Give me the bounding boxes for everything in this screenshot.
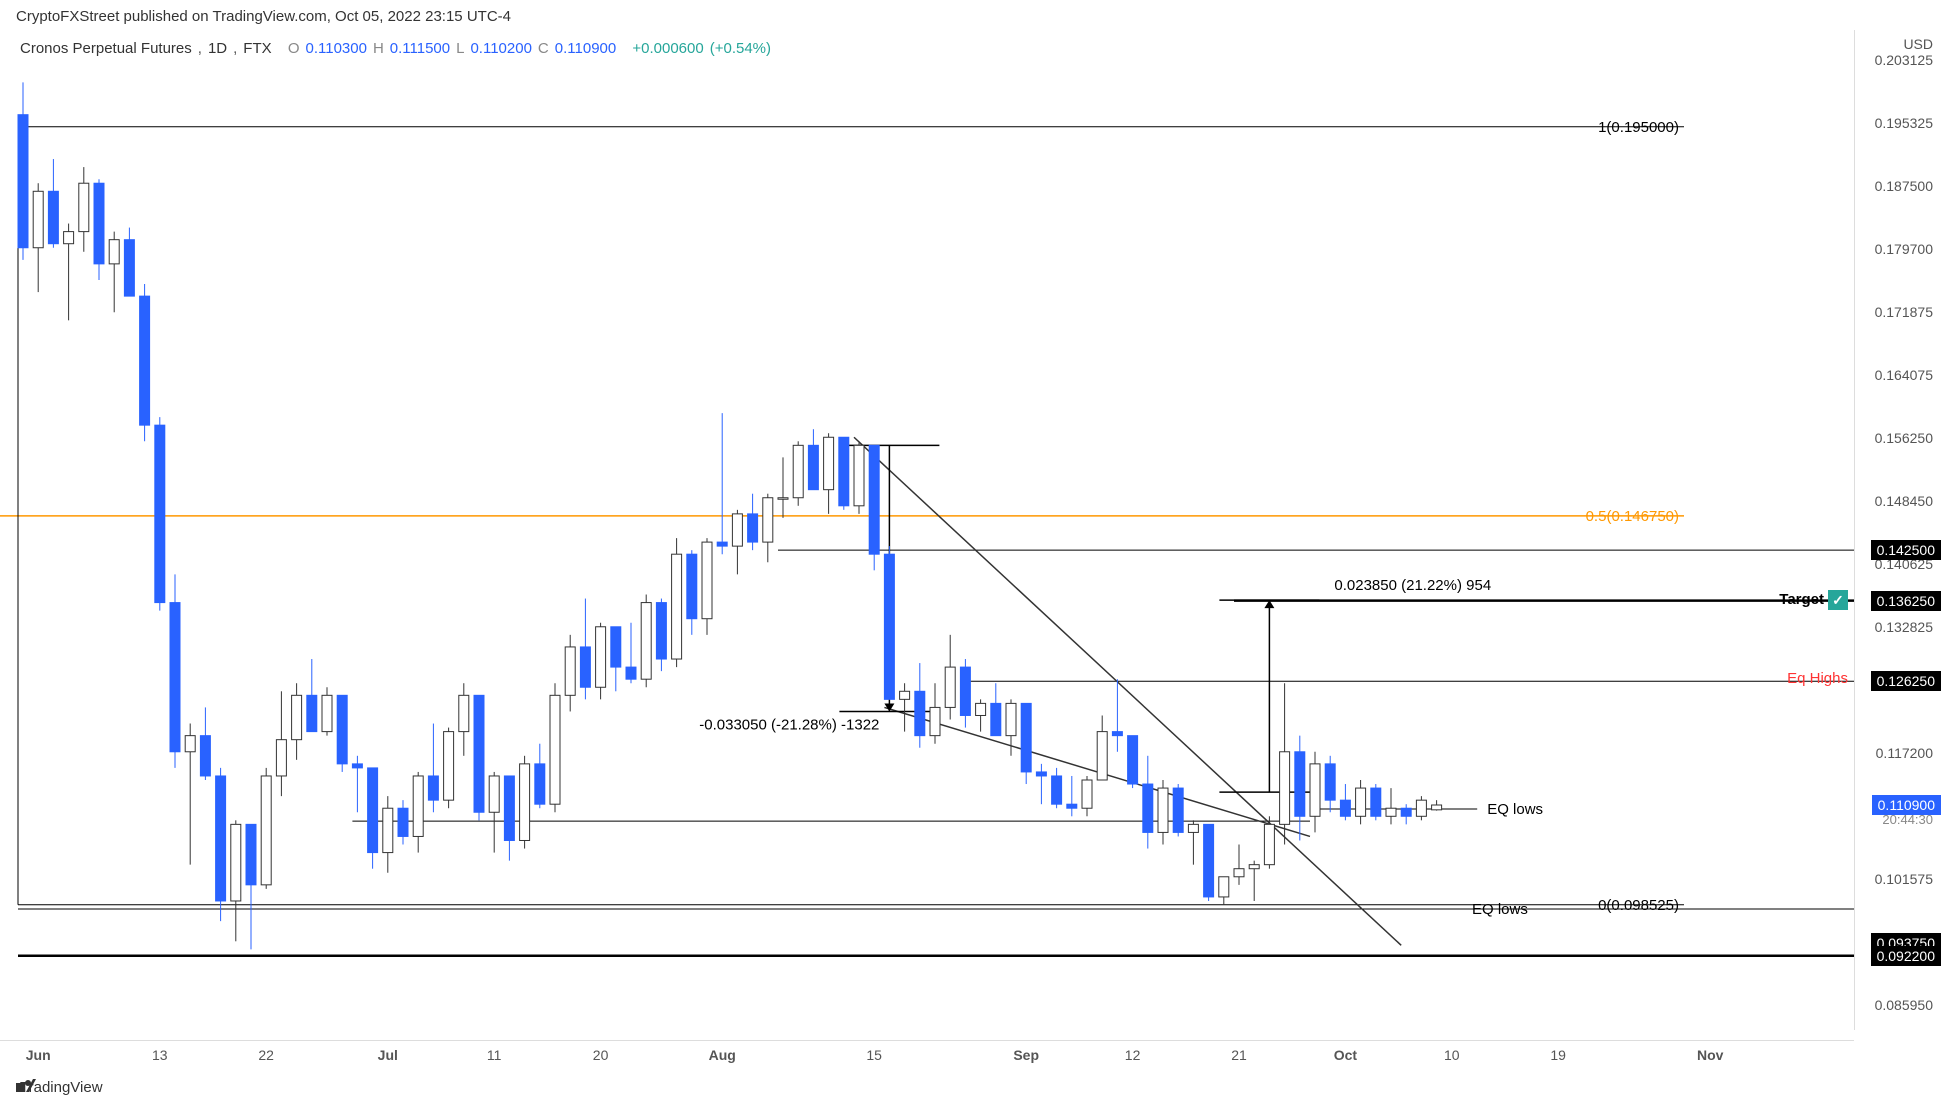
price-tag: 0.142500 bbox=[1871, 540, 1941, 560]
x-axis-tick: 10 bbox=[1444, 1047, 1460, 1063]
countdown-timer: 20:44:30 bbox=[1882, 812, 1933, 827]
x-axis-tick: Sep bbox=[1013, 1047, 1039, 1063]
x-axis-tick: 12 bbox=[1125, 1047, 1141, 1063]
x-axis-tick: 15 bbox=[866, 1047, 882, 1063]
y-axis-unit: USD bbox=[1903, 36, 1933, 52]
svg-text:0.5(0.146750): 0.5(0.146750) bbox=[1586, 508, 1679, 525]
x-axis-tick: Aug bbox=[709, 1047, 736, 1063]
price-tag: 0.136250 bbox=[1871, 591, 1941, 611]
svg-text:-0.033050 (-21.28%) -1322: -0.033050 (-21.28%) -1322 bbox=[699, 716, 879, 733]
y-axis-tick: 0.101575 bbox=[1875, 871, 1933, 887]
price-tag: 0.126250 bbox=[1871, 671, 1941, 691]
candlestick-chart: 1(0.195000) 0.5(0.146750) 0(0.098525) -0.03… bbox=[0, 30, 1854, 1030]
x-axis-tick: Nov bbox=[1697, 1047, 1723, 1063]
y-axis-tick: 0.179700 bbox=[1875, 241, 1933, 257]
chart-area[interactable]: 1(0.195000) 0.5(0.146750) 0(0.098525) -0.03… bbox=[0, 30, 1854, 1030]
y-axis-tick: 0.164075 bbox=[1875, 367, 1933, 383]
y-axis-tick: 0.117200 bbox=[1876, 745, 1933, 761]
x-axis-tick: 11 bbox=[487, 1047, 502, 1063]
svg-text:0(0.098525): 0(0.098525) bbox=[1598, 897, 1679, 914]
y-axis-tick: 0.148450 bbox=[1875, 493, 1933, 509]
line-label: Target✓ bbox=[1779, 590, 1848, 610]
y-axis[interactable]: USD 0.203125 0.195325 0.187500 0.179700 0.17… bbox=[1854, 30, 1941, 1030]
x-axis-tick: 13 bbox=[152, 1047, 168, 1063]
y-axis-tick: 0.203125 bbox=[1875, 52, 1933, 68]
y-axis-tick: 0.171875 bbox=[1875, 304, 1933, 320]
x-axis-tick: 20 bbox=[593, 1047, 609, 1063]
x-axis-tick: Jul bbox=[378, 1047, 398, 1063]
x-axis-tick: 22 bbox=[258, 1047, 274, 1063]
svg-text:1(0.195000): 1(0.195000) bbox=[1598, 119, 1679, 136]
y-axis-tick: 0.156250 bbox=[1875, 430, 1933, 446]
line-label: Eq Highs bbox=[1787, 670, 1848, 687]
x-axis-tick: Jun bbox=[26, 1047, 51, 1063]
y-axis-tick: 0.187500 bbox=[1875, 178, 1933, 194]
publish-info: CryptoFXStreet published on TradingView.… bbox=[16, 8, 511, 25]
y-axis-tick: 0.195325 bbox=[1875, 115, 1933, 131]
svg-text:EQ lows: EQ lows bbox=[1472, 901, 1528, 918]
footer-brand: TradingView bbox=[16, 1079, 103, 1096]
y-axis-tick: 0.132825 bbox=[1875, 619, 1933, 635]
x-axis-tick: Oct bbox=[1334, 1047, 1357, 1063]
target-flag-icon: ✓ bbox=[1828, 590, 1848, 610]
price-tag: 0.092200 bbox=[1871, 946, 1941, 966]
x-axis-tick: 19 bbox=[1550, 1047, 1566, 1063]
svg-text:0.023850 (21.22%) 954: 0.023850 (21.22%) 954 bbox=[1334, 577, 1491, 594]
x-axis[interactable]: Jun 13 22 Jul 11 20 Aug 15 Sep 12 21 Oct 10 19 Nov bbox=[0, 1040, 1854, 1068]
svg-text:EQ lows: EQ lows bbox=[1487, 801, 1543, 818]
y-axis-tick: 0.085950 bbox=[1875, 997, 1933, 1013]
x-axis-tick: 21 bbox=[1231, 1047, 1247, 1063]
